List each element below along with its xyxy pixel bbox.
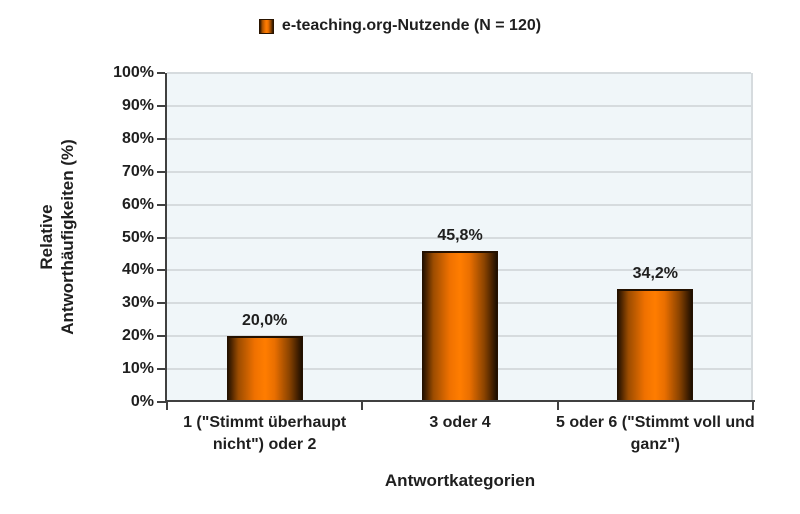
gridline bbox=[167, 104, 751, 107]
y-tick-label: 50% bbox=[121, 228, 154, 246]
y-tick-label: 60% bbox=[121, 195, 154, 213]
x-tick-mark bbox=[556, 402, 559, 410]
y-axis-title: Relative Antworthäufigkeiten (%) bbox=[36, 57, 79, 417]
x-tick-mark bbox=[361, 402, 364, 410]
legend-swatch bbox=[258, 18, 274, 34]
y-axis-line bbox=[165, 73, 167, 403]
category-label: 5 oder 6 ("Stimmt voll und ganz") bbox=[555, 414, 755, 453]
gridline bbox=[167, 72, 751, 74]
y-axis-title-line2: Antworthäufigkeiten (%) bbox=[58, 139, 77, 335]
legend-label: e-teaching.org-Nutzende (N = 120) bbox=[281, 17, 542, 34]
y-tick-label: 20% bbox=[121, 327, 154, 345]
y-tick-mark bbox=[157, 137, 165, 140]
y-tick-mark bbox=[157, 236, 165, 239]
y-tick-label: 10% bbox=[121, 360, 154, 378]
y-tick-mark bbox=[157, 401, 165, 403]
y-tick-label: 90% bbox=[121, 96, 154, 114]
y-tick-mark bbox=[157, 104, 165, 107]
y-tick-label: 70% bbox=[121, 162, 154, 180]
bar-value-label: 20,0% bbox=[241, 312, 288, 330]
bar-value-label: 34,2% bbox=[632, 265, 679, 283]
y-axis-title-line1: Relative bbox=[36, 204, 56, 270]
y-tick-label: 30% bbox=[121, 294, 154, 312]
gridline bbox=[167, 170, 751, 173]
bar-value-label: 45,8% bbox=[437, 227, 483, 245]
y-tick-mark bbox=[157, 335, 165, 338]
category-label: 1 ("Stimmt überhaupt nicht") oder 2 bbox=[183, 414, 347, 453]
y-tick-mark bbox=[157, 203, 165, 206]
bar bbox=[617, 289, 694, 402]
x-tick-mark bbox=[752, 402, 754, 410]
y-tick-mark bbox=[157, 72, 165, 74]
bar bbox=[226, 336, 303, 402]
x-axis-title: Antwortkategorien bbox=[384, 471, 536, 490]
gridline bbox=[167, 236, 751, 239]
y-tick-mark bbox=[157, 269, 165, 272]
y-tick-mark bbox=[157, 302, 165, 305]
y-tick-label: 80% bbox=[121, 129, 154, 147]
y-tick-mark bbox=[157, 170, 165, 173]
category-label: 3 oder 4 bbox=[429, 414, 491, 431]
gridline bbox=[167, 203, 751, 206]
x-tick-mark bbox=[166, 402, 168, 410]
x-axis-line bbox=[165, 400, 755, 402]
y-tick-label: 40% bbox=[121, 261, 154, 279]
y-tick-label: 100% bbox=[113, 64, 154, 81]
plot-area bbox=[167, 72, 753, 402]
y-tick-mark bbox=[157, 368, 165, 371]
legend: e-teaching.org-Nutzende (N = 120) bbox=[0, 17, 800, 35]
bar bbox=[422, 251, 498, 402]
gridline bbox=[167, 137, 751, 140]
y-tick-label: 0% bbox=[130, 393, 154, 410]
